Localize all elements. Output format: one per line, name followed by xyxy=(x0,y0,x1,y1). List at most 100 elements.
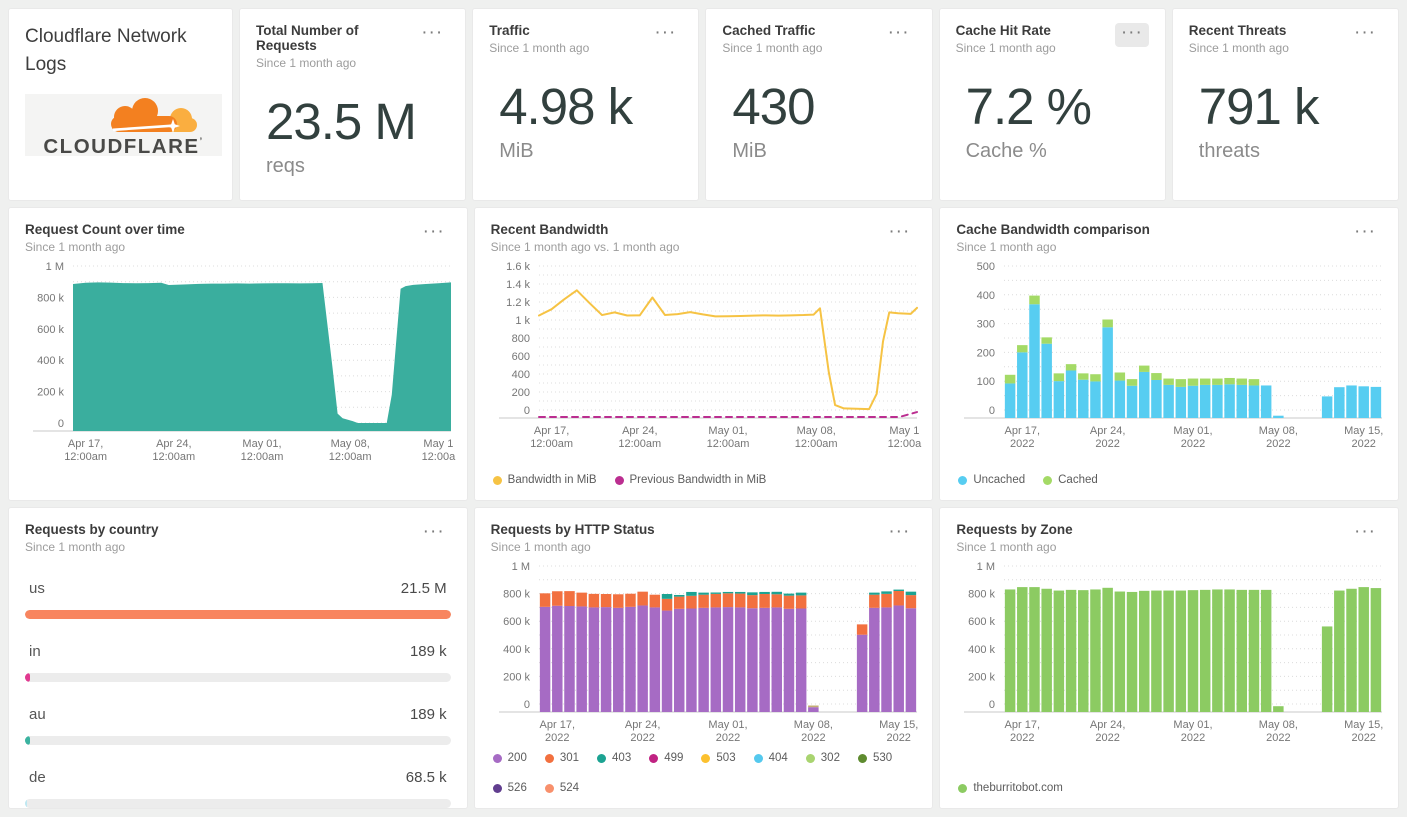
svg-text:1 M: 1 M xyxy=(977,561,995,573)
chart-legend: 200 301 403 499 503 404 302 530 526 524 xyxy=(491,746,917,794)
cloudflare-wordmark: CLOUDFLARE’ xyxy=(43,135,204,159)
stat-unit: reqs xyxy=(266,155,305,177)
legend-color-dot xyxy=(614,475,624,485)
card-menu-button[interactable]: ··· xyxy=(654,22,677,43)
country-value: 68.5 k xyxy=(405,769,447,786)
svg-text:May 08,: May 08, xyxy=(331,438,370,450)
svg-text:12:00am: 12:00am xyxy=(241,451,284,463)
card-subtitle: Since 1 month ago xyxy=(490,540,591,554)
svg-text:600 k: 600 k xyxy=(37,323,64,335)
charts-row-1: Request Count over time Since 1 month ag… xyxy=(8,206,1399,501)
legend-label: Cached xyxy=(1058,474,1098,486)
legend-label: 499 xyxy=(664,752,684,764)
chart-card-cache-bandwidth: Cache Bandwidth comparison Since 1 month… xyxy=(939,206,1399,501)
svg-text:2022: 2022 xyxy=(1266,732,1290,744)
zone-chart[interactable]: 1 M 800 k 600 k 400 k 200 k 0 Apr 17, 2022 Apr 2… xyxy=(956,561,1384,744)
svg-text:May 1: May 1 xyxy=(423,438,453,450)
header-card: Cloudflare Network Logs CLOUDFLARE’ xyxy=(8,8,233,201)
country-bar-fill xyxy=(25,736,31,745)
legend-item[interactable]: Cached xyxy=(1043,474,1098,486)
svg-text:2022: 2022 xyxy=(1096,438,1120,450)
legend-item[interactable]: Bandwidth in MiB xyxy=(492,474,597,486)
card-menu-button[interactable]: ··· xyxy=(1354,521,1376,542)
card-menu-button[interactable]: ··· xyxy=(888,220,911,242)
chart-legend: Uncached Cached xyxy=(956,468,1382,486)
legend-item[interactable]: Previous Bandwidth in MiB xyxy=(614,474,766,486)
legend-item[interactable]: 524 xyxy=(544,782,580,794)
card-menu-button[interactable]: ··· xyxy=(421,22,444,43)
card-menu-button[interactable]: ··· xyxy=(1114,23,1149,47)
country-row: us 21.5 M xyxy=(25,580,451,619)
cache-bandwidth-chart[interactable]: 500 400 300 200 100 0 Apr 17, 2022 Apr 24, 2022 Ma… xyxy=(956,261,1384,450)
card-menu-button[interactable]: ··· xyxy=(1354,22,1376,43)
svg-text:0: 0 xyxy=(524,405,530,417)
stat-card-recent-threats: Recent Threats Since 1 month ago ··· 791… xyxy=(1171,8,1399,201)
legend-color-dot xyxy=(701,753,711,763)
country-value: 21.5 M xyxy=(400,580,447,597)
legend-color-dot xyxy=(492,783,502,793)
legend-color-dot xyxy=(958,475,968,485)
request-count-chart[interactable]: 1 M 800 k 600 k 400 k 200 k 0 Apr 17, 12:00am Ap… xyxy=(25,261,456,463)
stat-unit: MiB xyxy=(732,140,767,162)
legend-item[interactable]: theburritobot.com xyxy=(958,782,1063,794)
card-menu-button[interactable]: ··· xyxy=(1354,220,1376,242)
svg-text:Apr 24,: Apr 24, xyxy=(622,425,657,437)
dashboard-title: Cloudflare Network Logs xyxy=(25,26,187,75)
legend-item[interactable]: 200 xyxy=(492,752,527,764)
chart-card-recent-bandwidth: Recent Bandwidth Since 1 month ago vs. 1… xyxy=(473,206,934,501)
http-status-chart[interactable]: 1 M 800 k 600 k 400 k 200 k 0 Apr 17, 2022 Apr 2… xyxy=(491,561,918,744)
cloudflare-cloud-icon xyxy=(111,98,197,134)
legend-item[interactable]: 301 xyxy=(544,752,579,764)
card-subtitle: Since 1 month ago xyxy=(956,540,1057,554)
svg-text:2022: 2022 xyxy=(886,732,910,744)
legend-item[interactable]: 530 xyxy=(857,752,892,764)
svg-text:May 15,: May 15, xyxy=(879,719,918,731)
svg-text:12:00am: 12:00am xyxy=(618,438,661,450)
card-title: Traffic xyxy=(489,23,530,38)
svg-text:Apr 24,: Apr 24, xyxy=(1090,425,1125,437)
svg-text:2022: 2022 xyxy=(1352,732,1376,744)
chart-card-requests-by-http-status: Requests by HTTP Status Since 1 month ag… xyxy=(473,507,934,809)
svg-text:May 15,: May 15, xyxy=(1344,719,1383,731)
card-menu-button[interactable]: ··· xyxy=(887,22,910,43)
svg-text:0: 0 xyxy=(989,699,995,711)
legend-item[interactable]: 503 xyxy=(701,752,736,764)
svg-text:400 k: 400 k xyxy=(968,644,995,656)
country-bar-fill xyxy=(25,799,28,808)
legend-item[interactable]: 499 xyxy=(649,752,683,764)
country-bar-track xyxy=(25,673,451,682)
svg-text:2022: 2022 xyxy=(545,732,569,744)
svg-text:May 08,: May 08, xyxy=(793,719,832,731)
svg-text:600: 600 xyxy=(511,351,529,363)
svg-text:400 k: 400 k xyxy=(37,355,64,367)
legend-label: 403 xyxy=(612,752,632,764)
legend-color-dot xyxy=(1043,475,1053,485)
legend-label: Bandwidth in MiB xyxy=(507,474,597,486)
legend-color-dot xyxy=(492,753,502,763)
svg-text:12:00am: 12:00am xyxy=(706,438,749,450)
card-menu-button[interactable]: ··· xyxy=(422,220,445,242)
legend-item[interactable]: 403 xyxy=(597,752,631,764)
chart-card-request-count: Request Count over time Since 1 month ag… xyxy=(8,206,468,501)
legend-item[interactable]: 404 xyxy=(753,752,788,764)
card-subtitle: Since 1 month ago xyxy=(1188,41,1289,55)
legend-color-dot xyxy=(544,783,554,793)
stat-value: 791 k xyxy=(1198,78,1320,135)
card-subtitle: Since 1 month ago xyxy=(25,239,126,254)
card-menu-button[interactable]: ··· xyxy=(422,521,445,542)
svg-text:300: 300 xyxy=(977,318,995,330)
chart-legend: theburritobot.com xyxy=(956,776,1382,794)
country-bar-track xyxy=(25,736,451,745)
stat-unit: MiB xyxy=(499,140,534,162)
legend-item[interactable]: Uncached xyxy=(958,474,1025,486)
legend-item[interactable]: 526 xyxy=(492,782,527,794)
card-subtitle: Since 1 month ago vs. 1 month ago xyxy=(490,239,680,254)
legend-item[interactable]: 302 xyxy=(805,752,840,764)
svg-text:400: 400 xyxy=(511,369,529,381)
legend-label: 524 xyxy=(559,782,580,794)
card-menu-button[interactable]: ··· xyxy=(888,521,911,542)
svg-text:1 k: 1 k xyxy=(515,315,530,327)
svg-text:200 k: 200 k xyxy=(503,671,530,683)
legend-label: 526 xyxy=(507,782,527,794)
